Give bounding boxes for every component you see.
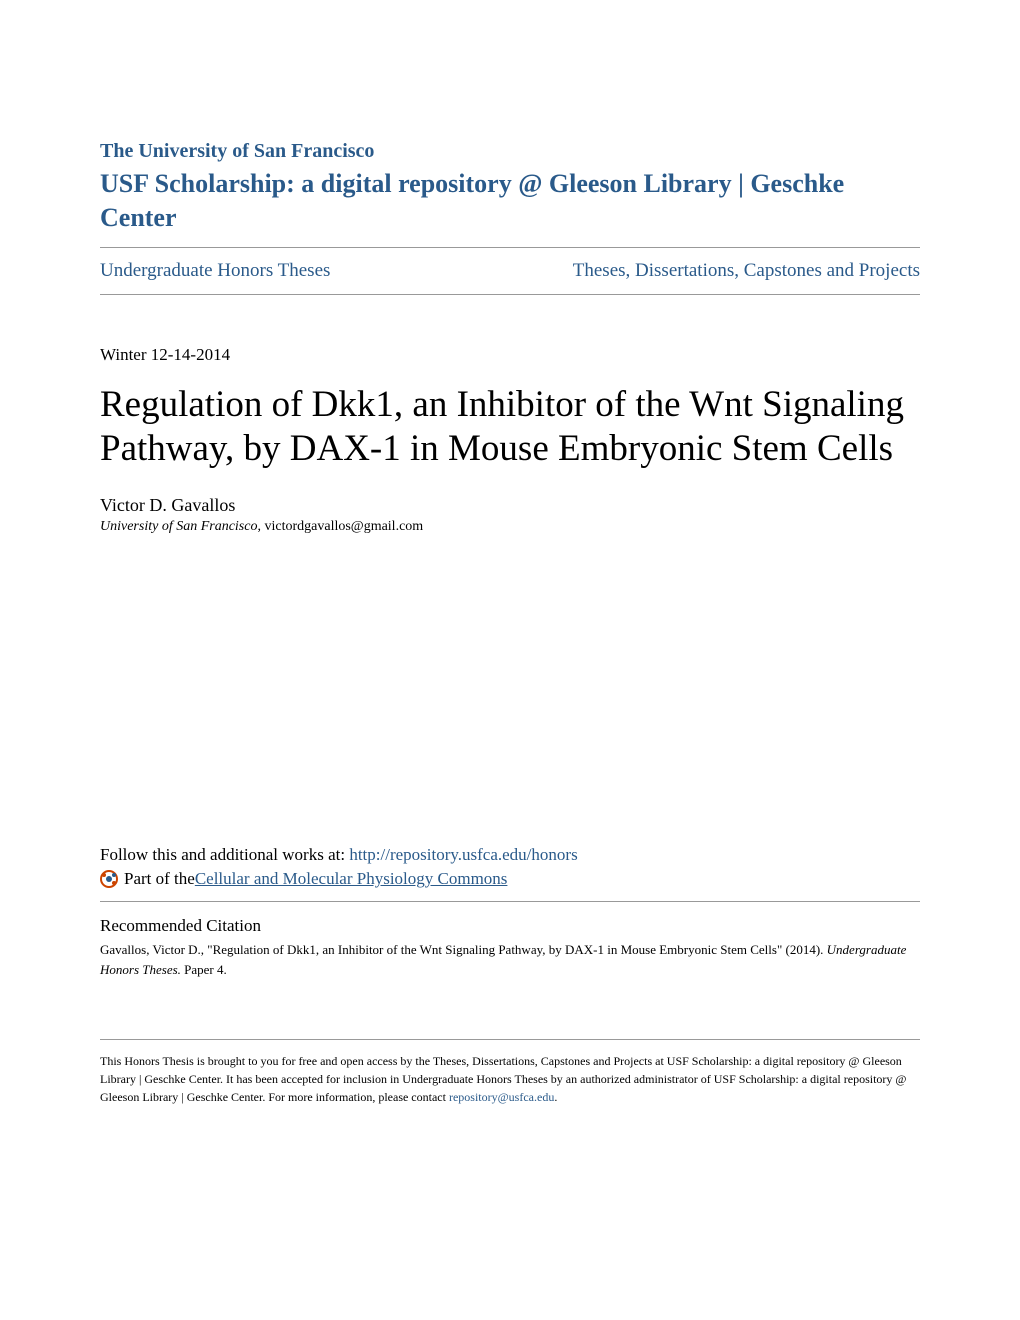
paper-date: Winter 12-14-2014 — [100, 345, 920, 365]
footer-text: This Honors Thesis is brought to you for… — [100, 1052, 920, 1106]
breadcrumb-right-link[interactable]: Theses, Dissertations, Capstones and Pro… — [573, 260, 920, 282]
network-icon — [100, 870, 118, 888]
network-link[interactable]: Cellular and Molecular Physiology Common… — [195, 869, 508, 889]
footer-contact-link[interactable]: repository@usfca.edu — [449, 1090, 554, 1104]
citation-text-1: Gavallos, Victor D., "Regulation of Dkk1… — [100, 942, 827, 957]
breadcrumb-row: Undergraduate Honors Theses Theses, Diss… — [100, 248, 920, 294]
citation-text-2: Paper 4. — [181, 962, 227, 977]
university-name[interactable]: The University of San Francisco — [100, 140, 920, 163]
author-name: Victor D. Gavallos — [100, 495, 920, 516]
repository-name[interactable]: USF Scholarship: a digital repository @ … — [100, 167, 920, 235]
citation-section: Recommended Citation Gavallos, Victor D.… — [100, 902, 920, 979]
follow-section: Follow this and additional works at: htt… — [100, 845, 920, 889]
author-email: , victordgavallos@gmail.com — [257, 519, 423, 534]
citation-text: Gavallos, Victor D., "Regulation of Dkk1… — [100, 940, 920, 979]
header-section: The University of San Francisco USF Scho… — [100, 140, 920, 235]
follow-text: Follow this and additional works at: htt… — [100, 845, 920, 865]
footer-text-2: . — [554, 1090, 557, 1104]
network-prefix: Part of the — [124, 869, 195, 889]
citation-heading: Recommended Citation — [100, 916, 920, 936]
breadcrumb-left-link[interactable]: Undergraduate Honors Theses — [100, 260, 330, 282]
author-affiliation: University of San Francisco, victordgava… — [100, 519, 920, 535]
network-row: Part of the Cellular and Molecular Physi… — [100, 869, 920, 889]
paper-title: Regulation of Dkk1, an Inhibitor of the … — [100, 383, 920, 472]
follow-link[interactable]: http://repository.usfca.edu/honors — [349, 845, 577, 864]
footer-section: This Honors Thesis is brought to you for… — [100, 1039, 920, 1106]
author-affiliation-italic: University of San Francisco — [100, 519, 257, 534]
divider-breadcrumb — [100, 294, 920, 295]
follow-prefix: Follow this and additional works at: — [100, 845, 349, 864]
